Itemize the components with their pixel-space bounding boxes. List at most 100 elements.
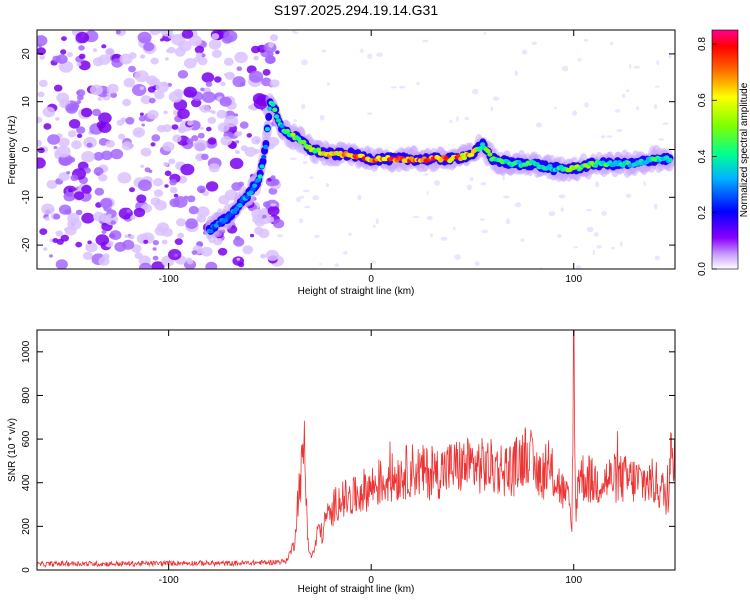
noise-blob — [164, 170, 172, 177]
noise-blob — [514, 70, 518, 76]
noise-blob — [262, 214, 267, 219]
noise-blob — [109, 230, 122, 241]
noise-blob — [357, 194, 362, 201]
noise-blob — [178, 40, 192, 52]
trace-peak — [315, 147, 322, 152]
trace-peak — [252, 183, 258, 188]
noise-blob — [122, 239, 135, 250]
noise-blob — [110, 220, 117, 225]
noise-blob — [490, 106, 493, 112]
noise-blob — [65, 103, 78, 114]
noise-blob — [267, 178, 272, 182]
noise-blob — [220, 81, 226, 87]
noise-blob — [191, 135, 199, 142]
noise-blob — [149, 30, 161, 36]
colorbar-tick-label: 0.0 — [697, 262, 708, 276]
noise-blob — [302, 189, 310, 193]
noise-blob — [304, 205, 310, 209]
noise-blob — [662, 122, 669, 125]
noise-blob — [200, 87, 205, 92]
noise-blob — [262, 69, 271, 76]
noise-blob — [620, 241, 623, 247]
noise-blob — [66, 171, 71, 175]
spectrogram-ylabel: Frequency (Hz) — [7, 116, 18, 185]
noise-blob — [164, 184, 169, 188]
noise-blob — [187, 120, 194, 126]
noise-blob — [152, 240, 159, 246]
noise-blob — [505, 218, 511, 225]
noise-blob — [235, 140, 240, 144]
noise-blob — [81, 151, 95, 163]
y-tick-label: 200 — [21, 518, 32, 535]
spectrogram-xlabel: Height of straight line (km) — [298, 286, 415, 297]
noise-blob — [454, 254, 461, 260]
noise-blob — [643, 181, 646, 187]
noise-blob — [134, 131, 139, 135]
noise-blob — [208, 39, 222, 50]
trace-peak — [284, 128, 291, 134]
trace-peak — [259, 164, 265, 169]
noise-blob — [312, 195, 320, 201]
noise-blob — [144, 167, 151, 173]
noise-blob — [187, 195, 196, 203]
noise-blob — [464, 116, 470, 121]
noise-blob — [521, 49, 528, 55]
noise-blob — [228, 142, 237, 149]
noise-blob — [121, 141, 133, 151]
noise-blob — [586, 226, 594, 233]
noise-blob — [615, 109, 621, 113]
noise-blob — [140, 164, 145, 168]
noise-blob — [196, 214, 206, 223]
noise-blob — [289, 157, 297, 161]
noise-blob — [426, 191, 429, 195]
noise-blob — [66, 51, 73, 58]
noise-blob — [180, 163, 195, 176]
noise-blob — [151, 261, 165, 269]
noise-blob — [100, 198, 113, 209]
noise-blob — [193, 139, 208, 152]
noise-blob — [67, 130, 77, 138]
noise-blob — [270, 203, 277, 207]
noise-blob — [200, 246, 213, 257]
noise-blob — [367, 112, 373, 115]
noise-blob — [94, 187, 105, 196]
y-tick-label: -20 — [21, 237, 32, 252]
y-tick-label: 0 — [21, 146, 32, 152]
noise-blob — [136, 194, 147, 203]
noise-blob — [434, 180, 440, 186]
noise-blob — [163, 110, 168, 115]
noise-blob — [299, 218, 304, 224]
trace-peak — [250, 186, 256, 192]
noise-blob — [343, 251, 348, 255]
colorbar-tick-label: 0.4 — [697, 149, 708, 163]
colorbar-tick-label: 0.8 — [697, 37, 708, 51]
noise-blob — [375, 218, 379, 225]
noise-blob — [269, 79, 280, 88]
noise-blob — [186, 257, 192, 263]
trace-peak — [257, 174, 263, 179]
colorbar-label: Normalized spectral amplitude — [739, 82, 750, 217]
noise-blob — [302, 161, 308, 164]
noise-blob — [98, 173, 108, 182]
noise-blob — [173, 193, 179, 198]
frequency-trace — [204, 93, 675, 244]
noise-blob — [267, 205, 280, 216]
noise-blob — [232, 76, 246, 88]
trace-peak — [270, 102, 276, 107]
noise-blob — [55, 230, 63, 237]
noise-blob — [60, 49, 67, 55]
noise-blob — [49, 238, 54, 242]
noise-blob — [575, 265, 582, 269]
noise-blob — [122, 98, 131, 107]
trace-peak — [264, 126, 271, 132]
noise-blob — [143, 42, 155, 52]
noise-blob — [223, 57, 234, 66]
noise-blob — [301, 59, 308, 66]
noise-blob — [422, 39, 429, 43]
noise-blob — [75, 241, 83, 248]
noise-blob — [102, 90, 108, 95]
noise-blob — [606, 135, 613, 138]
noise-blob — [208, 163, 220, 173]
